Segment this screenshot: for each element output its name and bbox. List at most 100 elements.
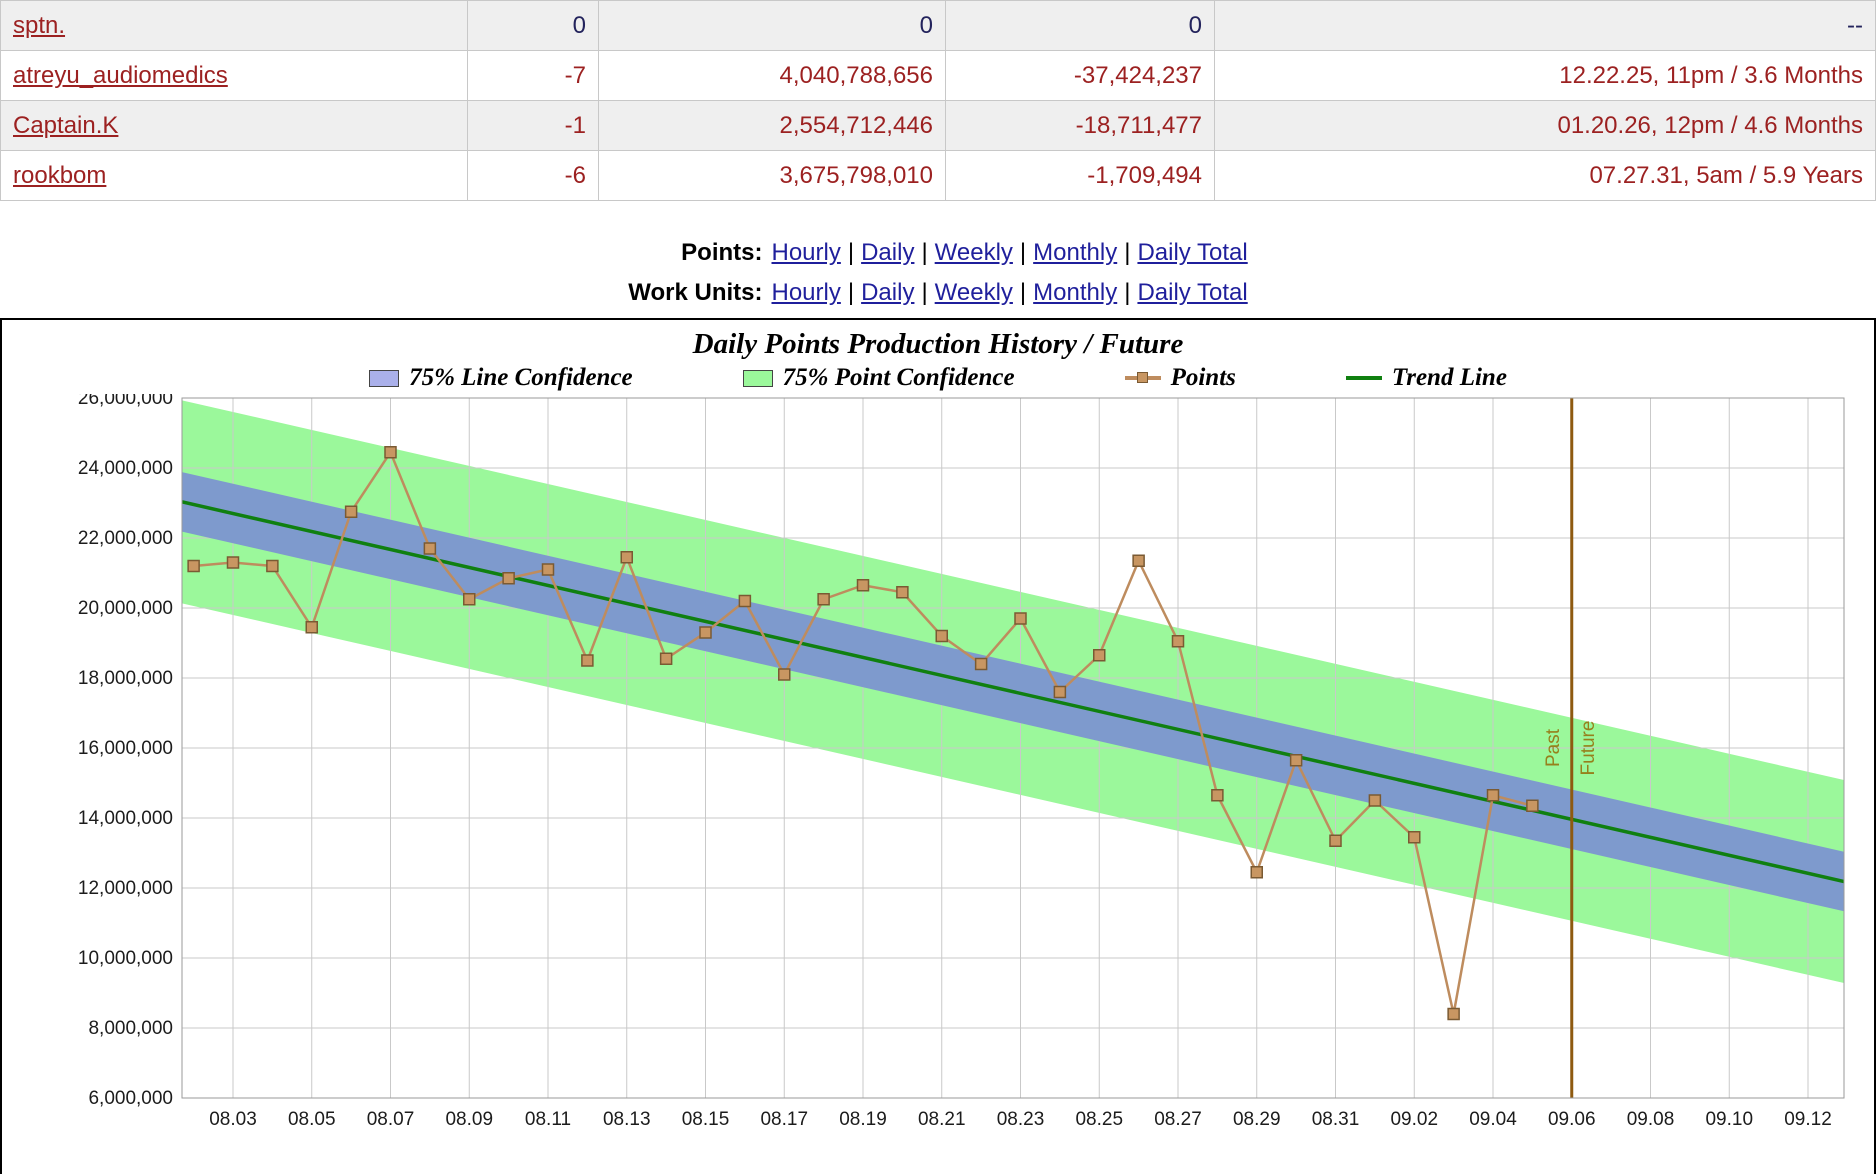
stats-table: sptn. 0 0 0 -- atreyu_audiomedics -7 4,040,788,… (0, 0, 1876, 201)
milestone-cell: 01.20.26, 12pm / 4.6 Months (1214, 100, 1876, 151)
legend-label: 75% Point Confidence (782, 364, 1015, 391)
x-tick-label: 08.11 (525, 1109, 571, 1130)
table-row: sptn. 0 0 0 -- (0, 0, 1876, 51)
y-tick-label: 24,000,000 (78, 458, 173, 479)
x-tick-label: 08.19 (839, 1109, 887, 1130)
y-tick-label: 6,000,000 (88, 1088, 173, 1109)
point-marker (1408, 831, 1421, 844)
x-tick-label: 08.13 (603, 1109, 651, 1130)
point-marker (817, 593, 830, 606)
x-tick-label: 08.31 (1312, 1109, 1360, 1130)
point-marker (266, 559, 279, 573)
points-link-monthly[interactable]: Monthly (1033, 239, 1118, 266)
legend-swatch-line (1345, 376, 1382, 380)
points-link-daily[interactable]: Daily (861, 239, 915, 266)
point-marker (778, 668, 791, 681)
y-tick-label: 12,000,000 (78, 878, 173, 899)
user-link[interactable]: Captain.K (13, 112, 119, 139)
chart-legend: 75% Line Confidence 75% Point Confidence P… (2, 362, 1874, 394)
separator: | (847, 279, 855, 306)
point-marker (738, 594, 752, 608)
point-marker (856, 579, 870, 592)
workunits-link-daily-total[interactable]: Daily Total (1137, 279, 1248, 306)
daily-change-cell: -37,424,237 (945, 50, 1215, 101)
workunits-link-daily[interactable]: Daily (861, 279, 915, 306)
separator: | (1124, 239, 1131, 266)
chart-title: Daily Points Production History / Future (692, 328, 1184, 360)
trend-line (182, 500, 1844, 884)
points-link-hourly[interactable]: Hourly (771, 239, 841, 266)
point-marker (423, 542, 437, 555)
legend-swatch-marker (1136, 372, 1148, 383)
rank-change-cell: -6 (467, 150, 599, 201)
points-link-weekly[interactable]: Weekly (934, 239, 1013, 266)
point-marker (1132, 554, 1145, 567)
y-tick-label: 18,000,000 (78, 668, 173, 689)
legend-swatch-line (1124, 372, 1161, 383)
user-cell: sptn. (0, 0, 468, 51)
point-marker (1211, 789, 1224, 802)
separator: | (847, 239, 855, 266)
legend-label: Points (1170, 364, 1236, 391)
daily-change-cell: -18,711,477 (945, 100, 1215, 151)
x-tick-label: 08.21 (918, 1109, 966, 1130)
point-marker (1053, 685, 1067, 699)
legend-swatch-box (742, 369, 773, 387)
table-row: rookbom -6 3,675,798,010 -1,709,494 07.27.31… (0, 150, 1876, 201)
chart-links: Points: Hourly | Daily | Weekly | Monthly | Daily… (0, 233, 1876, 313)
y-tick-label: 22,000,000 (78, 528, 173, 549)
workunits-link-weekly[interactable]: Weekly (934, 279, 1013, 306)
point-marker (1014, 612, 1027, 625)
x-tick-label: 08.25 (1075, 1109, 1123, 1130)
links-row: Work Units: Hourly | Daily | Weekly | Monthly | D… (627, 273, 1248, 313)
points-link-daily-total[interactable]: Daily Total (1137, 239, 1248, 266)
x-tick-label: 08.15 (682, 1109, 730, 1130)
links-row-items: Hourly | Daily | Weekly | Monthly | Daily Total (771, 233, 1249, 273)
x-tick-label: 09.02 (1390, 1109, 1438, 1130)
user-link[interactable]: sptn. (13, 12, 66, 39)
point-marker (659, 652, 673, 665)
point-marker (1486, 789, 1500, 802)
point-marker (541, 563, 555, 576)
y-tick-label: 14,000,000 (78, 808, 173, 829)
user-link[interactable]: rookbom (13, 162, 107, 189)
point-marker (463, 593, 476, 606)
workunits-link-hourly[interactable]: Hourly (771, 279, 841, 306)
table-row: Captain.K -1 2,554,712,446 -18,711,477 01.20… (0, 100, 1876, 151)
points-cell: 3,675,798,010 (598, 150, 946, 201)
point-marker (1447, 1007, 1460, 1021)
x-tick-label: 09.10 (1705, 1109, 1753, 1130)
point-marker (384, 446, 397, 459)
plot-border (181, 397, 1845, 1099)
legend-item: 75% Point Confidence (742, 364, 1015, 392)
links-row-label: Points: (681, 239, 763, 266)
plot-area (182, 398, 1844, 1098)
point-marker (896, 586, 909, 599)
points-cell: 0 (598, 0, 946, 51)
links-body: Points: Hourly | Daily | Weekly | Monthly | Daily… (627, 233, 1248, 313)
legend-item: Trend Line (1345, 364, 1507, 392)
legend-item: Points (1124, 364, 1236, 392)
legend-swatch-box (369, 369, 400, 387)
x-tick-label: 09.08 (1627, 1109, 1675, 1130)
x-tick-label: 09.12 (1784, 1109, 1832, 1130)
point-marker (226, 556, 240, 569)
workunits-link-monthly[interactable]: Monthly (1033, 279, 1118, 306)
legend-label: 75% Line Confidence (409, 364, 633, 391)
separator: | (1019, 239, 1027, 266)
milestone-cell: 07.27.31, 5am / 5.9 Years (1214, 150, 1876, 201)
separator: | (1124, 279, 1131, 306)
legend-item: 75% Line Confidence (369, 364, 633, 392)
future-label: Future (1578, 721, 1599, 776)
point-marker (974, 657, 988, 671)
user-link[interactable]: atreyu_audiomedics (13, 62, 228, 89)
daily-change-cell: 0 (945, 0, 1215, 51)
point-marker (1526, 799, 1539, 812)
milestone-cell: -- (1214, 0, 1876, 51)
point-marker (1093, 649, 1106, 662)
x-tick-label: 08.07 (367, 1109, 415, 1130)
rank-change-cell: -7 (467, 50, 599, 101)
point-marker (1289, 754, 1303, 767)
point-marker (699, 626, 712, 639)
point-marker (1250, 866, 1263, 879)
